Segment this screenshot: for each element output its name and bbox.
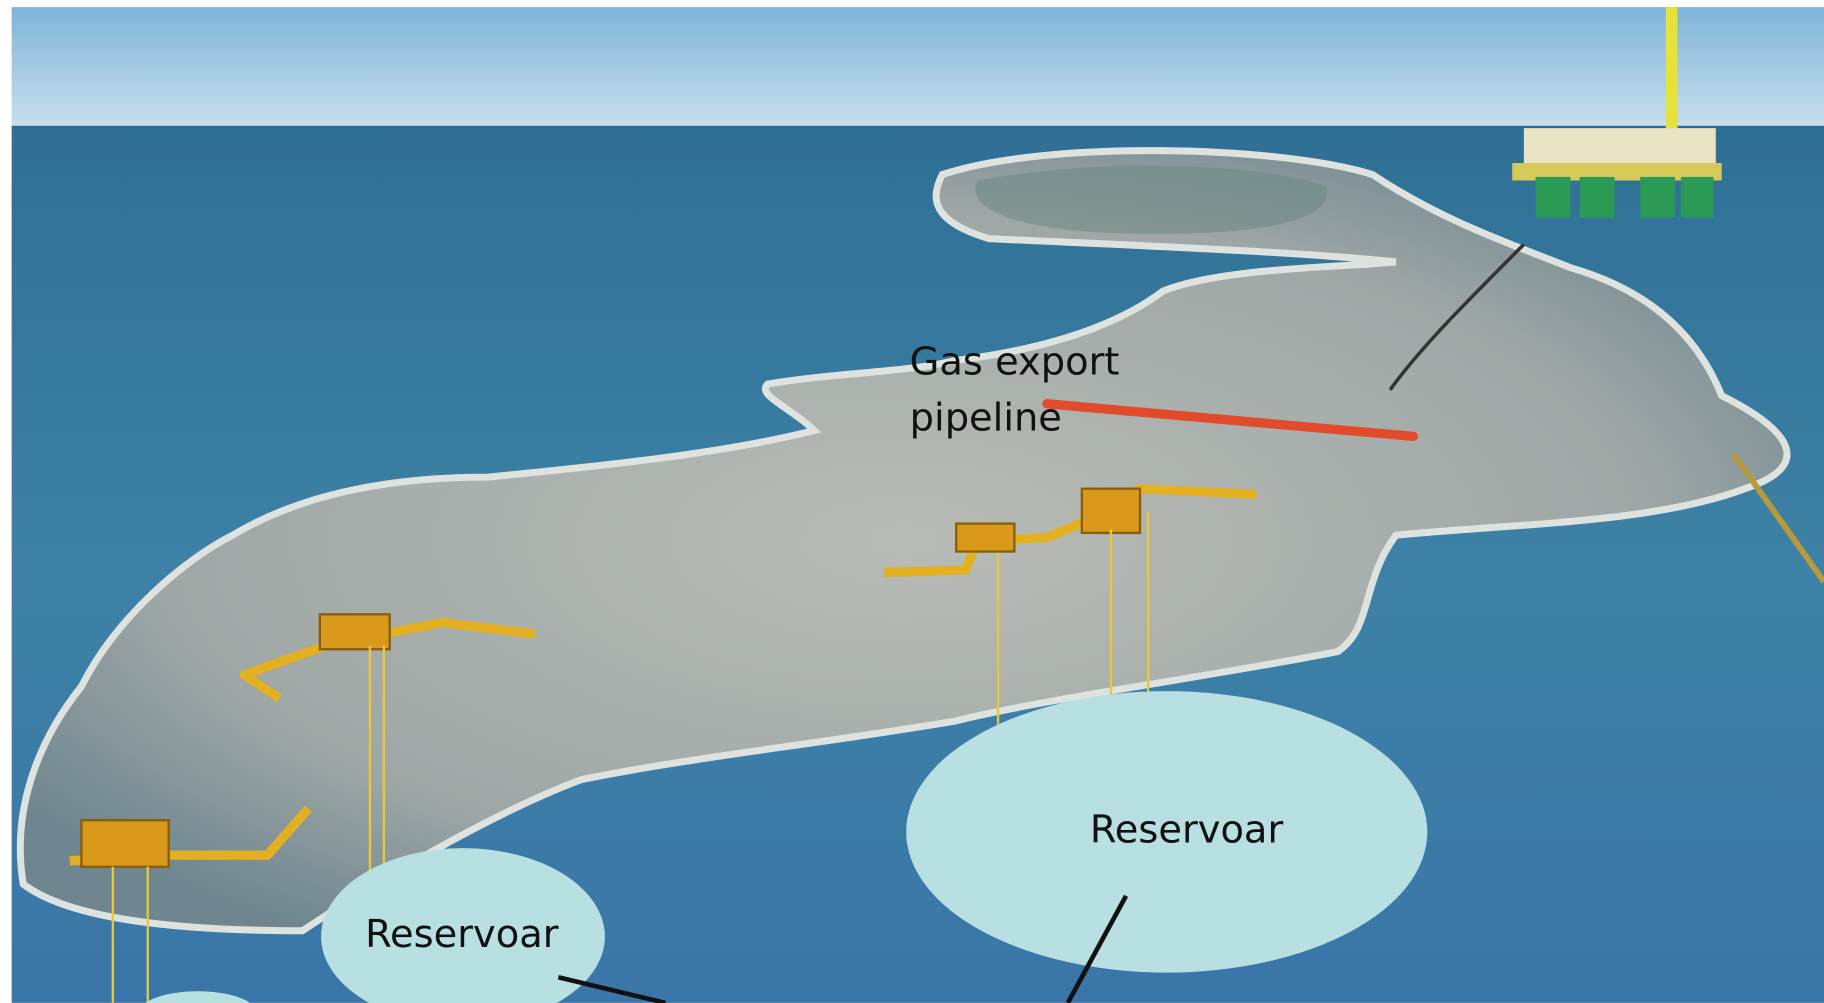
reservoir: [321, 848, 605, 1003]
label: pipeline: [910, 396, 1062, 441]
gas-pipeline: [1042, 399, 1419, 442]
seabed-trench: [975, 165, 1328, 234]
pointer: [557, 975, 666, 1003]
platform: [1512, 7, 1722, 218]
reservoir: [145, 991, 251, 1003]
label: Reservoar: [365, 912, 559, 957]
templates: [80, 487, 1142, 868]
export-line: [1730, 452, 1824, 584]
pointer: [1065, 894, 1129, 1003]
seabed: [16, 147, 1791, 935]
label: Reservoar: [1090, 807, 1284, 852]
reservoir: [906, 691, 1428, 973]
label: Gas export: [910, 340, 1120, 385]
sky: [11, 7, 1824, 129]
riser: [1388, 243, 1526, 391]
